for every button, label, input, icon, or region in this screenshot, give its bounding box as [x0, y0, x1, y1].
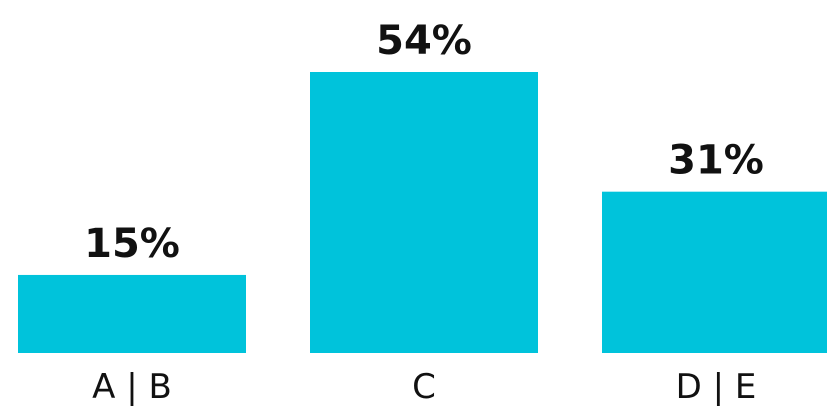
bars-layer: [18, 72, 827, 353]
bar-1: [310, 72, 538, 353]
bar-0: [18, 274, 246, 353]
category-label-0: A | B: [92, 367, 172, 407]
bar-2: [602, 191, 827, 353]
category-labels-layer: A | B C D | E: [92, 367, 756, 407]
value-labels-layer: 15% 54% 31%: [84, 18, 764, 267]
bar-value-label-2: 31%: [668, 138, 764, 184]
bar-value-label-0: 15%: [84, 221, 180, 267]
bar-value-label-1: 54%: [376, 18, 472, 64]
category-label-2: D | E: [676, 367, 757, 407]
category-label-1: C: [412, 367, 436, 407]
